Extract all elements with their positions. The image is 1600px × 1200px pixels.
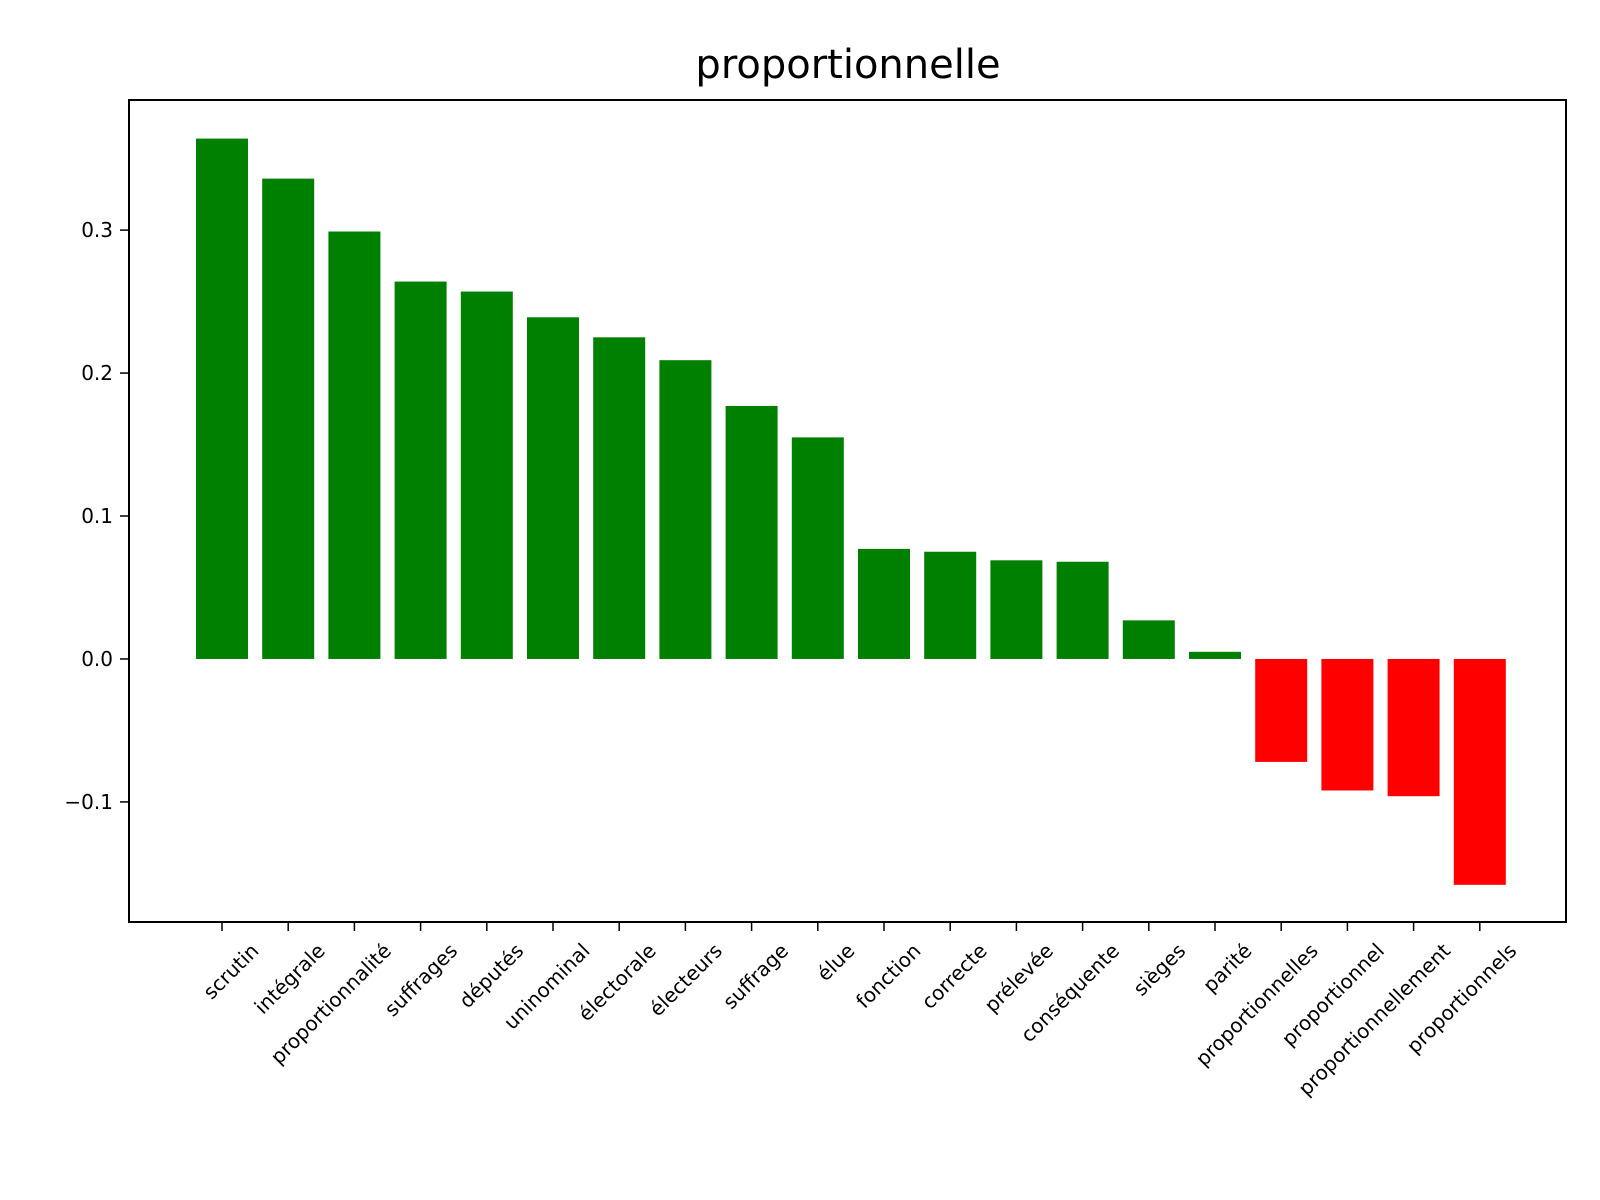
bar-uninominal	[527, 317, 579, 659]
bar-scrutin	[196, 138, 248, 659]
x-tick-label: proportionnalité	[266, 939, 396, 1069]
bar-députés	[460, 291, 513, 659]
bar-proportionnalité	[328, 231, 381, 659]
y-tick-label: −0.1	[64, 790, 113, 814]
bar-élue	[791, 437, 844, 659]
bar-proportionnels	[1453, 658, 1506, 885]
x-tick-label: proportionnelles	[1191, 939, 1323, 1071]
y-tick-label: 0.0	[81, 647, 113, 671]
bar-suffrages	[394, 281, 447, 659]
bar-électorale	[593, 337, 646, 659]
bar-fonction	[858, 548, 910, 659]
bar-proportionnelles	[1255, 658, 1308, 762]
bar-électeurs	[659, 360, 712, 659]
bar-sièges	[1122, 620, 1175, 659]
chart-title: proportionnelle	[695, 42, 1000, 88]
bar-prélevée	[990, 560, 1043, 659]
x-tick-label: suffrage	[718, 939, 793, 1014]
bar-parité	[1189, 651, 1241, 659]
plot-frame	[128, 99, 1567, 923]
y-axis: −0.1 0.0 0.1 0.2 0.3	[64, 218, 129, 814]
x-tick-label: suffrages	[380, 939, 463, 1022]
bar-suffrage	[725, 405, 778, 659]
y-tick-label: 0.2	[81, 361, 113, 385]
bar-proportionnel	[1321, 658, 1374, 791]
y-tick-label: 0.3	[81, 218, 113, 242]
bar-proportionnellement	[1387, 658, 1440, 797]
x-axis: scrutinintégraleproportionnalitésuffrage…	[198, 922, 1521, 1100]
bar-conséquente	[1056, 561, 1109, 659]
bars-group	[196, 138, 1506, 885]
x-tick-label: fonction	[851, 939, 925, 1013]
x-tick-label: élue	[812, 939, 859, 986]
x-tick-label: scrutin	[198, 939, 263, 1004]
x-tick-label: parité	[1198, 939, 1257, 998]
x-tick-label: sièges	[1128, 939, 1190, 1001]
bar-intégrale	[262, 178, 315, 659]
y-tick-label: 0.1	[81, 504, 113, 528]
bar-correcte	[924, 551, 977, 659]
x-tick-label: électeurs	[644, 939, 726, 1021]
